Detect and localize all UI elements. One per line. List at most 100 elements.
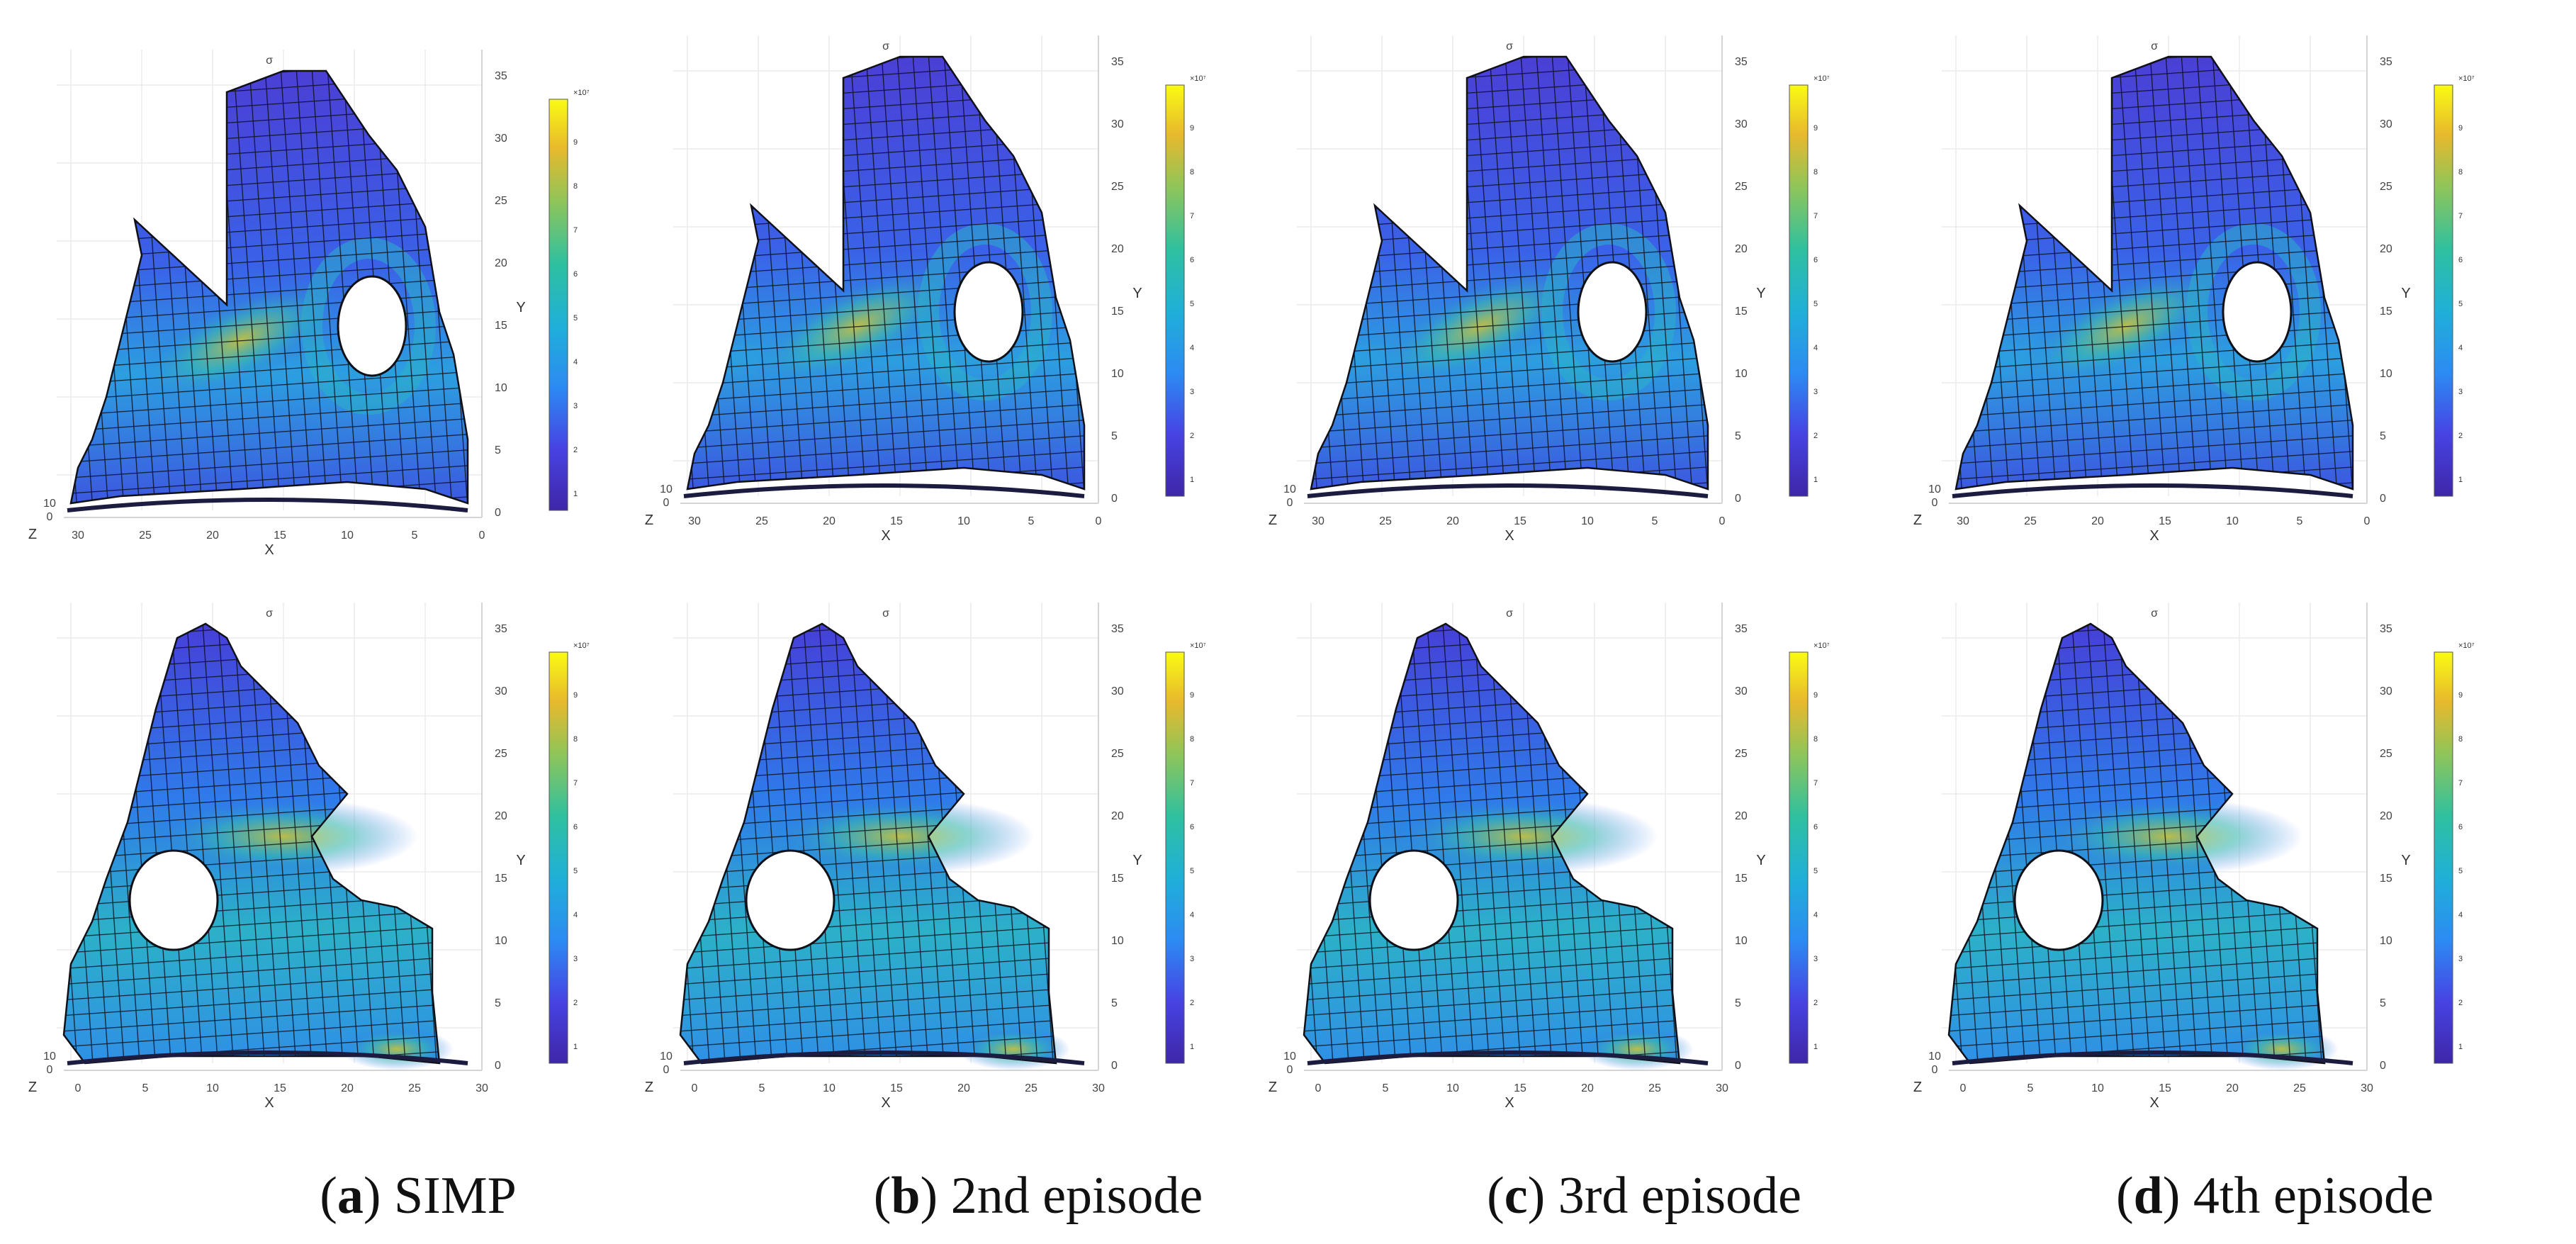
colorbar-tick-label: 5: [1813, 867, 1818, 875]
y-tick-label: 0: [495, 507, 501, 519]
colorbar-exponent: ×10⁷: [1190, 641, 1206, 650]
y-tick-label: 0: [1111, 493, 1118, 505]
colorbar-tick-label: 5: [2458, 867, 2463, 875]
caption-c: (c) 3rd episode: [1487, 1167, 1801, 1225]
x-tick-label: 5: [1652, 515, 1658, 527]
y-tick-label: 10: [495, 382, 507, 394]
x-tick-label: 5: [1028, 515, 1035, 527]
z-tick-label: 0: [1932, 1064, 1938, 1076]
y-tick-label: 10: [2380, 935, 2392, 947]
y-tick-label: 15: [2380, 873, 2392, 885]
colorbar-tick-label: 9: [1813, 691, 1818, 700]
colorbar-tick-label: 7: [1813, 779, 1818, 788]
x-tick-label: 0: [2364, 515, 2370, 527]
y-tick-label: 30: [1111, 685, 1124, 697]
colorbar-tick-label: 1: [1190, 1043, 1194, 1051]
colorbar-ramp: [1165, 84, 1185, 497]
caption-letter: b: [891, 1167, 921, 1225]
x-tick-label: 15: [274, 529, 286, 542]
x-tick-label: 25: [1379, 515, 1392, 527]
y-tick-label: 15: [495, 873, 507, 885]
colorbar-tick-label: 7: [2458, 212, 2463, 220]
colorbar-tick-label: 6: [1813, 823, 1818, 831]
colorbar-tick-label: 1: [2458, 1043, 2463, 1051]
y-tick-label: 15: [1735, 873, 1748, 885]
caption-d: (d) 4th episode: [2115, 1167, 2434, 1225]
y-axis-label: Y: [2401, 853, 2410, 868]
x-tick-label: 5: [2297, 515, 2303, 527]
z-tick-label: 10: [660, 1050, 673, 1063]
colorbar: ×10⁷ 1 2 3 4 5 6 7 8 9: [1165, 641, 1206, 1064]
colorbar-tick-label: 5: [1813, 300, 1818, 308]
z-tick-label: 0: [47, 1064, 53, 1076]
x-axis-label: X: [881, 528, 890, 544]
y-tick-label: 35: [2380, 56, 2392, 68]
z-tick-label: 10: [1928, 483, 1941, 495]
y-tick-label: 15: [2380, 306, 2392, 318]
z-tick-label: 0: [663, 497, 670, 509]
y-tick-label: 0: [2380, 1060, 2386, 1072]
y-tick-label: 0: [1735, 493, 1741, 505]
x-tick-label: 20: [1581, 1082, 1594, 1094]
x-tick-label: 30: [688, 515, 701, 527]
x-tick-label: 20: [1446, 515, 1459, 527]
axes-title: σ: [882, 607, 889, 620]
x-tick-label: 20: [206, 529, 219, 542]
x-tick-label: 30: [476, 1082, 488, 1094]
colorbar-tick-label: 8: [573, 735, 578, 744]
x-tick-label: 25: [139, 529, 152, 542]
y-tick-label: 20: [1735, 243, 1748, 255]
z-tick-label: 10: [43, 1050, 56, 1063]
x-tick-label: 20: [2091, 515, 2104, 527]
z-tick-label: 10: [660, 483, 673, 495]
y-tick-label: 0: [1111, 1060, 1118, 1072]
element-mesh: [1956, 57, 2353, 489]
colorbar-tick-label: 9: [2458, 691, 2463, 700]
base-rim: [1307, 483, 1709, 498]
caption-text: 2nd episode: [938, 1167, 1203, 1225]
colorbar-tick-label: 1: [573, 490, 578, 498]
colorbar-tick-label: 2: [573, 446, 578, 454]
x-tick-label: 30: [1092, 1082, 1105, 1094]
y-tick-label: 15: [495, 320, 507, 332]
y-axis-label: Y: [1132, 853, 1142, 868]
caption-b: (b) 2nd episode: [873, 1167, 1203, 1225]
y-tick-label: 35: [495, 623, 507, 635]
caption-letter: d: [2133, 1167, 2163, 1225]
colorbar-tick-label: 4: [1813, 344, 1818, 352]
x-tick-label: 15: [274, 1082, 286, 1094]
colorbar-tick-label: 7: [1190, 212, 1194, 220]
hole: [2222, 261, 2293, 363]
colorbar-tick-label: 4: [573, 911, 578, 919]
caption-letter: a: [337, 1167, 364, 1225]
y-axis-label: Y: [1756, 853, 1765, 868]
x-tick-label: 15: [1514, 515, 1526, 527]
y-tick-label: 30: [1735, 685, 1748, 697]
colorbar-tick-label: 2: [1190, 999, 1194, 1007]
hole: [745, 849, 836, 951]
y-tick-label: 20: [1111, 243, 1124, 255]
axes-title: σ: [1506, 40, 1513, 52]
colorbar-tick-label: 2: [1190, 432, 1194, 440]
axes-title: σ: [266, 55, 273, 67]
colorbar-tick-label: 8: [2458, 168, 2463, 176]
z-axis-label: Z: [645, 512, 653, 528]
x-tick-label: 30: [1312, 515, 1324, 527]
body-outline: [1955, 55, 2354, 491]
colorbar-tick-label: 2: [573, 999, 578, 1007]
z-tick-label: 0: [1287, 1064, 1293, 1076]
y-tick-label: 5: [2380, 997, 2386, 1009]
colorbar-tick-label: 3: [1190, 955, 1194, 963]
colorbar: ×10⁷ 1 2 3 4 5 6 7 8 9: [549, 89, 590, 511]
colorbar-ramp: [549, 99, 568, 511]
x-tick-label: 20: [2226, 1082, 2239, 1094]
colorbar-exponent: ×10⁷: [2458, 641, 2475, 650]
base-rim: [683, 1050, 1085, 1065]
